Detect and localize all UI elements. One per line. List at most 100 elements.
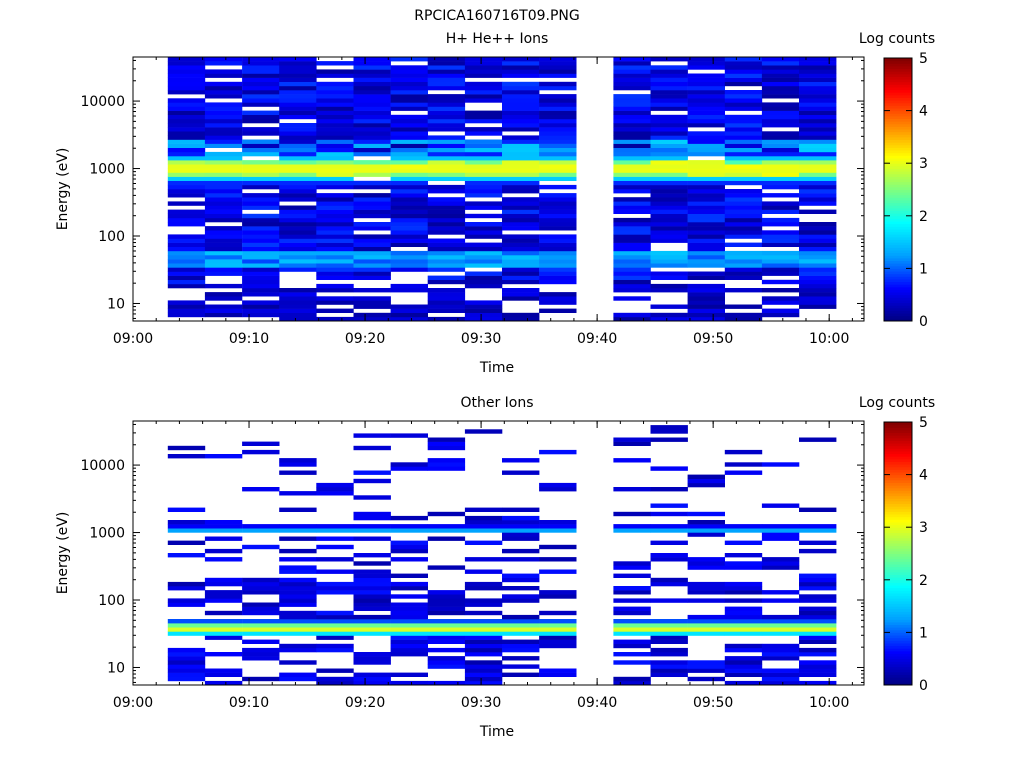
spectrogram-cell: [353, 312, 391, 318]
spectrogram-cell: [279, 127, 317, 132]
spectrogram-cell: [502, 586, 540, 591]
spectrogram-cell: [799, 610, 837, 616]
spectrogram-cell: [650, 69, 688, 74]
spectrogram-cell: [242, 308, 280, 313]
spectrogram-cell: [390, 242, 428, 247]
spectrogram-cell: [204, 581, 243, 587]
spectrogram-cell: [167, 520, 206, 525]
spectrogram-cell: [390, 515, 428, 521]
spectrogram-cell: [502, 528, 540, 533]
spectrogram-cell: [464, 110, 503, 115]
spectrogram-cell: [539, 123, 577, 128]
spectrogram-cell: [761, 462, 800, 467]
spectrogram-cell: [242, 151, 280, 157]
spectrogram-cell: [427, 73, 466, 78]
spectrogram-cell: [316, 242, 354, 247]
spectrogram-cell: [539, 213, 577, 219]
spectrogram-cell: [316, 316, 354, 322]
spectrogram-cell: [279, 160, 317, 165]
spectrogram-cell: [390, 259, 428, 264]
spectrogram-cell: [613, 139, 651, 144]
spectrogram-cell: [761, 90, 800, 95]
colorbar-swatch: [884, 556, 912, 560]
spectrogram-cell: [799, 234, 837, 239]
spectrogram-cell: [464, 429, 503, 434]
spectrogram-cell: [353, 660, 391, 665]
spectrogram-cell: [761, 184, 800, 190]
colorbar-swatch: [884, 163, 912, 167]
spectrogram-cell: [427, 524, 466, 529]
spectrogram-cell: [167, 57, 206, 62]
spectrogram-cell: [279, 316, 317, 322]
spectrogram-cell: [390, 283, 428, 289]
spectrogram-cell: [761, 242, 800, 247]
spectrogram-cell: [427, 110, 466, 115]
spectrogram-cell: [204, 139, 243, 144]
spectrogram-cell: [204, 271, 243, 276]
spectrogram-cell: [613, 226, 651, 231]
spectrogram-cell: [464, 81, 503, 87]
colorbar-swatch: [884, 564, 912, 568]
spectrogram-cell: [427, 565, 466, 570]
spectrogram-cell: [613, 160, 651, 165]
spectrogram-cell: [539, 184, 577, 190]
spectrogram-cell: [316, 110, 354, 115]
spectrogram-cell: [167, 189, 206, 194]
spectrogram-cell: [502, 259, 540, 264]
colorbar-swatch: [884, 200, 912, 204]
spectrogram-cell: [724, 590, 763, 595]
spectrogram-cell: [724, 189, 763, 194]
colorbar-swatch: [884, 453, 912, 457]
x-tick-label: 09:10: [229, 695, 269, 711]
spectrogram-cell: [390, 639, 428, 644]
spectrogram-cell: [650, 172, 688, 177]
spectrogram-cell: [761, 536, 800, 541]
colorbar-swatch: [884, 561, 912, 565]
spectrogram-cell: [316, 255, 354, 260]
spectrogram-cell: [204, 524, 243, 529]
spectrogram-cell: [687, 139, 725, 144]
colorbar-swatch: [884, 155, 912, 159]
spectrogram-cell: [613, 660, 651, 665]
colorbar-swatch: [884, 461, 912, 465]
spectrogram-cell: [242, 623, 280, 628]
spectrogram-cell: [539, 234, 577, 239]
spectrogram-cell: [204, 577, 243, 583]
spectrogram-cell: [353, 69, 391, 74]
spectrogram-cell: [427, 164, 466, 169]
spectrogram-cell: [539, 267, 577, 272]
spectrogram-cell: [761, 250, 800, 256]
spectrogram-cell: [613, 246, 651, 252]
spectrogram-cell: [242, 234, 280, 239]
spectrogram-cell: [799, 94, 837, 99]
spectrogram-cell: [687, 275, 725, 280]
spectrogram-cell: [353, 275, 391, 280]
spectrogram-cell: [613, 85, 651, 91]
spectrogram-cell: [353, 61, 391, 66]
spectrogram-cell: [242, 201, 280, 206]
spectrogram-cell: [167, 250, 206, 256]
spectrogram-cell: [650, 528, 688, 533]
spectrogram-cell: [204, 164, 243, 169]
colorbar-swatch: [884, 535, 912, 539]
spectrogram-cell: [761, 300, 800, 305]
colorbar-swatch: [884, 548, 912, 552]
spectrogram-cell: [353, 433, 391, 438]
colorbar-swatch: [884, 202, 912, 206]
spectrogram-cell: [502, 114, 540, 120]
y-tick-label: 100: [98, 229, 125, 245]
spectrogram-cell: [799, 230, 837, 235]
spectrogram-cell: [464, 275, 503, 280]
colorbar-swatch: [884, 422, 912, 426]
colorbar-swatch: [884, 677, 912, 681]
spectrogram-cell: [799, 156, 837, 161]
spectrogram-cell: [687, 631, 725, 636]
spectrogram-cell: [687, 259, 725, 264]
colorbar-swatch: [884, 318, 912, 322]
spectrogram-cell: [167, 300, 206, 305]
spectrogram-cell: [316, 143, 354, 148]
spectrogram-cell: [650, 660, 688, 665]
spectrogram-cell: [799, 255, 837, 260]
